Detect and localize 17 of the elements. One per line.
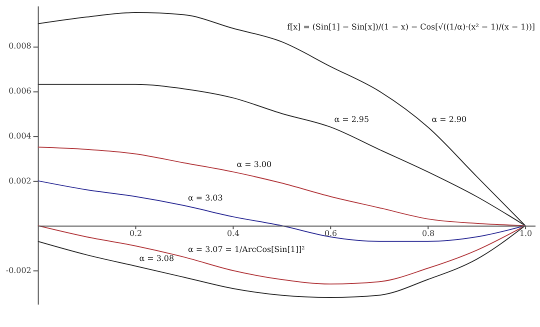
annotation: α = 3.08: [139, 254, 174, 264]
annotation: α = 3.00: [236, 160, 272, 169]
annotation: α = 2.90: [432, 114, 466, 124]
x-tick-label: 0.8: [422, 229, 435, 238]
x-tick-label: 1.0: [519, 229, 532, 238]
annotation: f[x] = (Sin[1] − Sin[x])/(1 − x) − Cos[√((1/α)·(x² − 1)/(x − 1))]: [287, 22, 536, 32]
y-tick-label: 0.004: [8, 131, 32, 140]
x-tick-label: 0.4: [226, 229, 240, 238]
y-tick-label: -0.002: [6, 266, 32, 276]
x-tick-label: 0.6: [324, 229, 338, 238]
annotation: α = 2.95: [334, 114, 369, 124]
y-tick-label: 0.002: [8, 176, 32, 186]
annotation: α = 3.03: [188, 194, 223, 202]
x-tick-label: 0.2: [129, 229, 142, 238]
y-tick-label: 0.006: [8, 86, 32, 96]
annotation: α = 3.07 = 1/ArcCos[Sin[1]]²: [188, 245, 305, 254]
y-tick-label: 0.008: [8, 42, 32, 51]
